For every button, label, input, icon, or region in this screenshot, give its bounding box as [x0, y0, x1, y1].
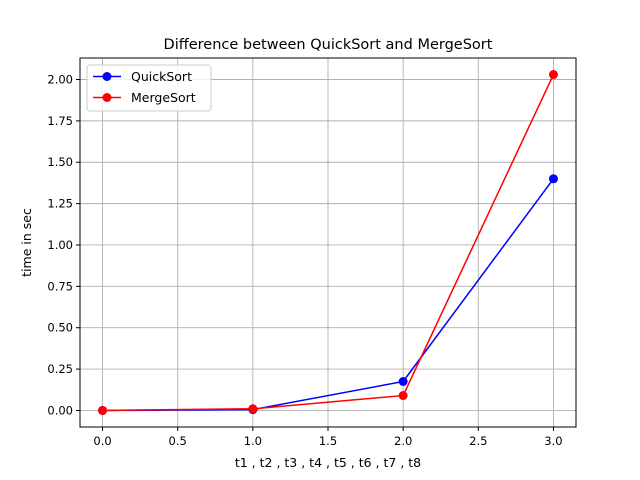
legend-label-quicksort: QuickSort	[131, 69, 192, 84]
x-tick-label: 0.0	[93, 434, 111, 448]
legend-entry-mergesort: MergeSort	[93, 90, 196, 105]
legend-label-mergesort: MergeSort	[131, 90, 196, 105]
y-tick-label: 0.25	[47, 362, 73, 376]
legend: QuickSort MergeSort	[86, 64, 212, 112]
x-tick-label: 1.0	[244, 434, 262, 448]
legend-marker-mergesort	[102, 93, 112, 102]
y-tick-label: 1.25	[47, 197, 73, 211]
y-axis-label: time in sec	[19, 208, 34, 277]
data-point-mergesort	[248, 404, 258, 414]
series-layer	[98, 70, 558, 415]
data-point-mergesort	[98, 405, 108, 415]
x-tick-label: 2.0	[394, 434, 412, 448]
y-tick-label: 1.75	[47, 114, 73, 128]
data-point-quicksort	[398, 376, 408, 386]
data-point-mergesort	[548, 70, 558, 80]
chart-title: Difference between QuickSort and MergeSo…	[164, 37, 493, 53]
x-tick-label: 2.5	[469, 434, 487, 448]
data-point-mergesort	[398, 391, 408, 401]
y-tick-label: 0.75	[47, 279, 73, 293]
y-tick-label: 0.00	[47, 403, 73, 417]
x-tick-label: 3.0	[544, 434, 562, 448]
legend-marker-quicksort	[102, 72, 112, 81]
x-axis-label: t1 , t2 , t3 , t4 , t5 , t6 , t7 , t8	[235, 455, 421, 470]
y-axis-ticks: 0.00 0.25 0.50 0.75 1.00 1.25 1.50 1.75 2.00	[47, 73, 80, 417]
legend-entry-quicksort: QuickSort	[93, 69, 192, 84]
y-tick-label: 1.00	[47, 238, 73, 252]
y-tick-label: 0.50	[47, 321, 73, 335]
x-tick-label: 0.5	[169, 434, 187, 448]
y-tick-label: 1.50	[47, 155, 73, 169]
x-tick-label: 1.5	[319, 434, 337, 448]
x-axis-ticks: 0.0 0.5 1.0 1.5 2.0 2.5 3.0	[93, 427, 563, 448]
series-line-mergesort	[102, 74, 555, 412]
y-tick-label: 2.00	[47, 73, 73, 87]
data-point-quicksort	[548, 174, 558, 184]
